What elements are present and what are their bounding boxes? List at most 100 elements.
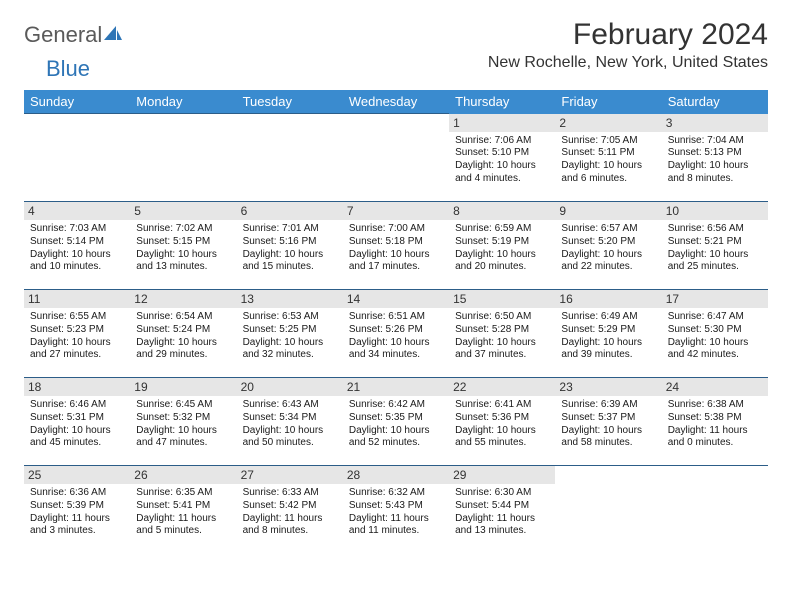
daylight-line: Daylight: 10 hours and 55 minutes. [455,425,536,449]
sunset-line: Sunset: 5:35 PM [349,412,423,423]
day-number: 14 [343,290,449,308]
sunset-line: Sunset: 5:44 PM [455,500,529,511]
daylight-line: Daylight: 10 hours and 27 minutes. [30,337,111,361]
calendar-day-empty [555,466,661,554]
calendar-day: 21Sunrise: 6:42 AMSunset: 5:35 PMDayligh… [343,378,449,466]
weekday-header: Tuesday [237,90,343,114]
calendar-day: 14 Sunrise: 6:51 AMSunset: 5:26 PMDayligh… [343,290,449,378]
day-info: Sunrise: 7:04 AMSunset: 5:13 PMDaylight:… [668,135,762,186]
daylight-line: Daylight: 10 hours and 15 minutes. [243,249,324,273]
sunrise-line: Sunrise: 6:51 AM [349,311,425,322]
day-info: Sunrise: 6:35 AMSunset: 5:41 PMDaylight:… [136,487,230,538]
sunset-line: Sunset: 5:13 PM [668,147,742,158]
calendar-day: 23Sunrise: 6:39 AMSunset: 5:37 PMDayligh… [555,378,661,466]
weekday-header: Thursday [449,90,555,114]
daylight-line: Daylight: 11 hours and 13 minutes. [455,513,535,537]
day-number: 13 [237,290,343,308]
daylight-line: Daylight: 11 hours and 3 minutes. [30,513,110,537]
day-number: 5 [130,202,236,220]
calendar-day: 3Sunrise: 7:04 AMSunset: 5:13 PMDaylight… [662,114,768,202]
calendar-day-empty [130,114,236,202]
sunrise-line: Sunrise: 7:05 AM [561,135,637,146]
day-number: 17 [662,290,768,308]
logo-text-2: Blue [46,56,90,82]
calendar-day: 4Sunrise: 7:03 AMSunset: 5:14 PMDaylight… [24,202,130,290]
logo: General [24,22,123,48]
day-info: Sunrise: 6:53 AMSunset: 5:25 PMDaylight:… [243,311,337,362]
day-info: Sunrise: 7:01 AMSunset: 5:16 PMDaylight:… [243,223,337,274]
day-number: 27 [237,466,343,484]
day-info: Sunrise: 6:42 AMSunset: 5:35 PMDaylight:… [349,399,443,450]
calendar-day: 5 Sunrise: 7:02 AMSunset: 5:15 PMDaylight… [130,202,236,290]
daylight-line: Daylight: 10 hours and 17 minutes. [349,249,430,273]
day-info: Sunrise: 7:02 AMSunset: 5:15 PMDaylight:… [136,223,230,274]
sunset-line: Sunset: 5:36 PM [455,412,529,423]
daylight-line: Daylight: 10 hours and 8 minutes. [668,160,749,184]
calendar-day: 13 Sunrise: 6:53 AMSunset: 5:25 PMDayligh… [237,290,343,378]
logo-text-1: General [24,22,102,48]
daylight-line: Daylight: 11 hours and 8 minutes. [243,513,323,537]
calendar-day: 24Sunrise: 6:38 AMSunset: 5:38 PMDayligh… [662,378,768,466]
calendar-day: 20Sunrise: 6:43 AMSunset: 5:34 PMDayligh… [237,378,343,466]
calendar-table: SundayMondayTuesdayWednesdayThursdayFrid… [24,90,768,554]
day-number: 20 [237,378,343,396]
daylight-line: Daylight: 11 hours and 11 minutes. [349,513,429,537]
day-number: 12 [130,290,236,308]
calendar-day: 18 Sunrise: 6:46 AMSunset: 5:31 PMDayligh… [24,378,130,466]
weekday-header: Sunday [24,90,130,114]
calendar-day: 17Sunrise: 6:47 AMSunset: 5:30 PMDayligh… [662,290,768,378]
sunrise-line: Sunrise: 6:35 AM [136,487,212,498]
sunset-line: Sunset: 5:43 PM [349,500,423,511]
sunrise-line: Sunrise: 6:49 AM [561,311,637,322]
logo-sail-icon [103,25,123,43]
day-info: Sunrise: 6:46 AMSunset: 5:31 PMDaylight:… [30,399,124,450]
sunset-line: Sunset: 5:42 PM [243,500,317,511]
sunrise-line: Sunrise: 6:57 AM [561,223,637,234]
daylight-line: Daylight: 10 hours and 37 minutes. [455,337,536,361]
sunset-line: Sunset: 5:39 PM [30,500,104,511]
day-info: Sunrise: 6:51 AMSunset: 5:26 PMDaylight:… [349,311,443,362]
sunrise-line: Sunrise: 6:56 AM [668,223,744,234]
sunset-line: Sunset: 5:10 PM [455,147,529,158]
sunrise-line: Sunrise: 6:46 AM [30,399,106,410]
day-number: 18 [24,378,130,396]
sunrise-line: Sunrise: 6:41 AM [455,399,531,410]
day-number: 10 [662,202,768,220]
sunset-line: Sunset: 5:29 PM [561,324,635,335]
weekday-header-row: SundayMondayTuesdayWednesdayThursdayFrid… [24,90,768,114]
day-number: 21 [343,378,449,396]
sunset-line: Sunset: 5:24 PM [136,324,210,335]
sunrise-line: Sunrise: 7:00 AM [349,223,425,234]
sunrise-line: Sunrise: 6:42 AM [349,399,425,410]
calendar-day: 2Sunrise: 7:05 AMSunset: 5:11 PMDaylight… [555,114,661,202]
day-info: Sunrise: 6:56 AMSunset: 5:21 PMDaylight:… [668,223,762,274]
sunrise-line: Sunrise: 6:59 AM [455,223,531,234]
calendar-day: 28Sunrise: 6:32 AMSunset: 5:43 PMDayligh… [343,466,449,554]
calendar-body: 1Sunrise: 7:06 AMSunset: 5:10 PMDaylight… [24,114,768,554]
sunrise-line: Sunrise: 6:38 AM [668,399,744,410]
daylight-line: Daylight: 10 hours and 6 minutes. [561,160,642,184]
day-info: Sunrise: 7:00 AMSunset: 5:18 PMDaylight:… [349,223,443,274]
day-info: Sunrise: 6:50 AMSunset: 5:28 PMDaylight:… [455,311,549,362]
day-info: Sunrise: 6:54 AMSunset: 5:24 PMDaylight:… [136,311,230,362]
day-number: 2 [555,114,661,132]
calendar-day: 16Sunrise: 6:49 AMSunset: 5:29 PMDayligh… [555,290,661,378]
sunrise-line: Sunrise: 6:33 AM [243,487,319,498]
calendar-day: 11Sunrise: 6:55 AMSunset: 5:23 PMDayligh… [24,290,130,378]
calendar-day: 12 Sunrise: 6:54 AMSunset: 5:24 PMDayligh… [130,290,236,378]
sunrise-line: Sunrise: 6:45 AM [136,399,212,410]
day-number: 1 [449,114,555,132]
daylight-line: Daylight: 10 hours and 10 minutes. [30,249,111,273]
daylight-line: Daylight: 10 hours and 45 minutes. [30,425,111,449]
calendar-week: 18 Sunrise: 6:46 AMSunset: 5:31 PMDayligh… [24,378,768,466]
day-number: 9 [555,202,661,220]
day-number: 11 [24,290,130,308]
day-number: 8 [449,202,555,220]
day-info: Sunrise: 6:33 AM Sunset: 5:42 PM Daylight:… [243,487,337,538]
calendar-day: 26 Sunrise: 6:35 AMSunset: 5:41 PMDayligh… [130,466,236,554]
daylight-line: Daylight: 10 hours and 29 minutes. [136,337,217,361]
daylight-line: Daylight: 10 hours and 39 minutes. [561,337,642,361]
calendar-week: 1Sunrise: 7:06 AMSunset: 5:10 PMDaylight… [24,114,768,202]
day-number: 26 [130,466,236,484]
calendar-day: 29Sunrise: 6:30 AMSunset: 5:44 PMDayligh… [449,466,555,554]
